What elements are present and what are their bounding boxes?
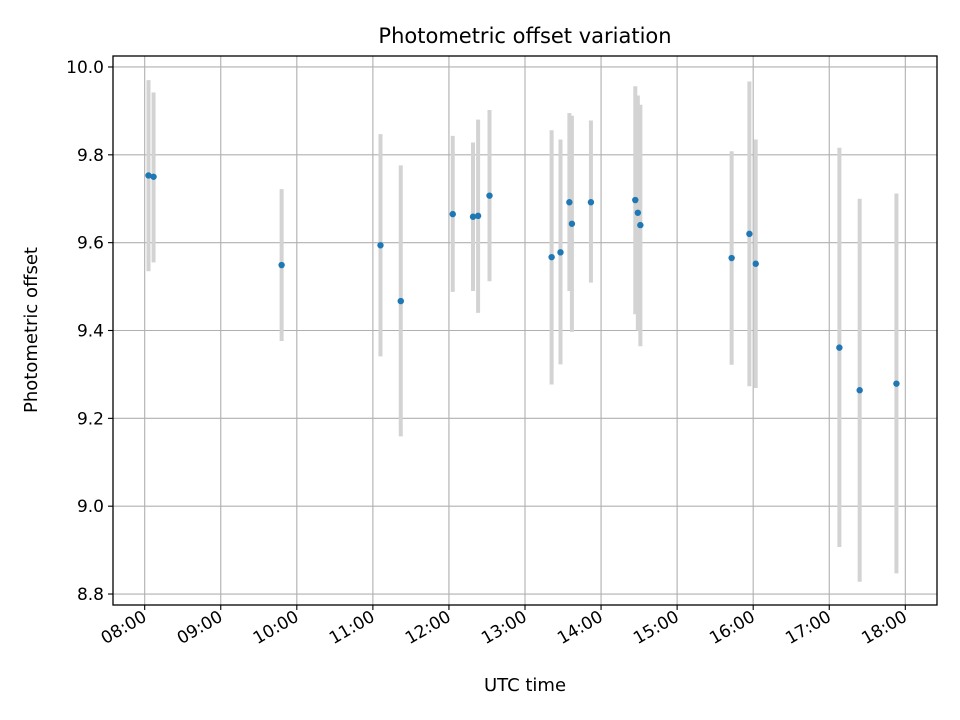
- data-point: [893, 380, 900, 387]
- data-point: [566, 199, 573, 206]
- y-tick-label: 9.0: [77, 497, 104, 517]
- y-axis-title: Photometric offset: [21, 247, 42, 413]
- data-point: [856, 387, 863, 394]
- y-tick-label: 9.2: [77, 409, 104, 429]
- data-point: [746, 230, 753, 238]
- x-axis-title: UTC time: [484, 675, 566, 696]
- data-point: [145, 172, 152, 179]
- data-point: [548, 253, 555, 261]
- data-point: [377, 242, 384, 249]
- y-tick-label: 8.8: [77, 585, 104, 605]
- data-point: [632, 196, 639, 204]
- y-tick-label: 9.8: [77, 146, 104, 166]
- data-point: [836, 344, 843, 351]
- y-tick-label: 9.6: [77, 234, 104, 254]
- data-point: [752, 260, 759, 267]
- data-point: [634, 209, 642, 216]
- data-point: [637, 221, 644, 229]
- data-point: [150, 173, 157, 180]
- chart-title: Photometric offset variation: [378, 24, 671, 48]
- data-point: [557, 249, 564, 256]
- data-point: [587, 199, 595, 206]
- data-point: [474, 212, 482, 220]
- data-point: [278, 261, 285, 269]
- data-point: [728, 254, 735, 262]
- data-point: [397, 297, 404, 305]
- data-point: [449, 210, 456, 218]
- y-tick-label: 9.4: [77, 322, 104, 342]
- data-point: [469, 213, 477, 220]
- data-point: [486, 192, 493, 199]
- y-tick-label: 10.0: [66, 58, 104, 78]
- data-point: [568, 220, 576, 227]
